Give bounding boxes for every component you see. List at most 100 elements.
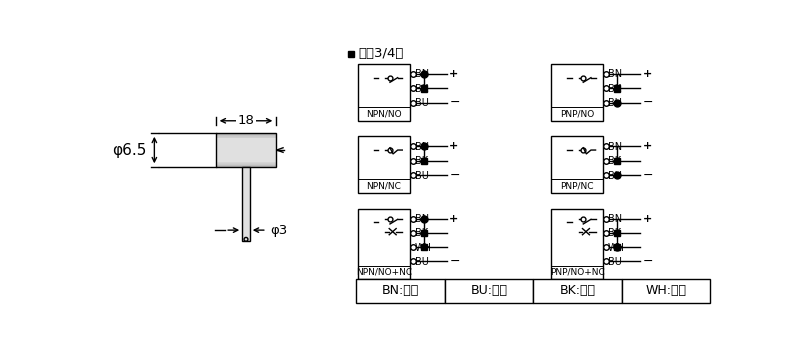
- Bar: [216, 141, 276, 142]
- Text: BU: BU: [608, 257, 622, 267]
- Text: −: −: [642, 96, 653, 109]
- Polygon shape: [558, 145, 566, 155]
- Text: WH: WH: [414, 243, 432, 253]
- Text: −: −: [450, 96, 460, 109]
- Polygon shape: [558, 73, 566, 83]
- Text: BU: BU: [414, 257, 429, 267]
- Bar: [216, 144, 276, 145]
- Text: BK:黑色: BK:黑色: [559, 284, 595, 297]
- Text: BU: BU: [414, 171, 429, 181]
- Bar: [216, 150, 276, 151]
- Text: BU:兰色: BU:兰色: [470, 284, 507, 297]
- Text: +: +: [642, 142, 652, 151]
- Bar: [534, 279, 622, 302]
- Bar: [216, 139, 276, 140]
- Text: +: +: [642, 69, 652, 79]
- Bar: [614, 158, 620, 164]
- Text: BK: BK: [608, 156, 621, 166]
- Text: φ3: φ3: [270, 224, 287, 237]
- Bar: [216, 154, 276, 155]
- Bar: [356, 279, 445, 302]
- Text: BK: BK: [608, 228, 621, 238]
- Bar: [216, 165, 276, 166]
- Bar: [445, 279, 534, 302]
- Text: 直涁3/4线: 直涁3/4线: [358, 47, 404, 60]
- Bar: [216, 157, 276, 158]
- Text: BN: BN: [414, 142, 429, 152]
- Bar: [551, 136, 603, 193]
- Bar: [216, 159, 276, 160]
- Text: PNP/NO+NC: PNP/NO+NC: [550, 268, 605, 277]
- Text: +: +: [450, 142, 458, 151]
- Bar: [216, 164, 276, 165]
- Bar: [216, 138, 276, 139]
- Text: +: +: [450, 69, 458, 79]
- Bar: [216, 152, 276, 153]
- Bar: [216, 163, 276, 164]
- Bar: [551, 64, 603, 121]
- Text: BU: BU: [414, 98, 429, 108]
- Bar: [622, 279, 710, 302]
- Bar: [421, 244, 427, 250]
- Text: BN: BN: [608, 142, 622, 152]
- Bar: [421, 230, 427, 236]
- Bar: [358, 64, 410, 121]
- Text: BN:棕色: BN:棕色: [382, 284, 419, 297]
- Polygon shape: [365, 145, 372, 155]
- Text: −: −: [450, 169, 460, 182]
- Bar: [216, 149, 276, 150]
- Bar: [216, 160, 276, 161]
- Bar: [216, 134, 276, 135]
- Text: BN: BN: [414, 214, 429, 224]
- Text: PNP/NC: PNP/NC: [560, 182, 594, 191]
- Bar: [242, 167, 250, 241]
- Bar: [216, 142, 276, 143]
- Bar: [216, 135, 276, 136]
- Polygon shape: [558, 218, 566, 227]
- Text: 18: 18: [238, 114, 254, 127]
- Text: −: −: [450, 255, 460, 268]
- Bar: [421, 86, 427, 92]
- Text: BU: BU: [608, 98, 622, 108]
- Bar: [216, 136, 276, 137]
- Bar: [216, 166, 276, 167]
- Polygon shape: [365, 73, 372, 83]
- Bar: [216, 156, 276, 157]
- Bar: [551, 208, 603, 279]
- Polygon shape: [365, 218, 372, 227]
- Bar: [216, 133, 276, 167]
- Bar: [216, 143, 276, 144]
- Text: NPN/NO+NC: NPN/NO+NC: [356, 268, 412, 277]
- Bar: [216, 148, 276, 149]
- Bar: [216, 162, 276, 163]
- Text: NPN/NO: NPN/NO: [366, 109, 402, 118]
- Text: BN: BN: [414, 69, 429, 80]
- Bar: [614, 244, 620, 250]
- Bar: [614, 230, 620, 236]
- Text: −: −: [642, 169, 653, 182]
- Text: BU: BU: [608, 171, 622, 181]
- Bar: [216, 133, 276, 134]
- Text: PNP/NO: PNP/NO: [560, 109, 594, 118]
- Text: +: +: [450, 214, 458, 224]
- Text: −: −: [642, 255, 653, 268]
- Text: WH: WH: [608, 243, 625, 253]
- Text: WH:白色: WH:白色: [646, 284, 686, 297]
- Text: BK: BK: [414, 156, 428, 166]
- Bar: [216, 145, 276, 146]
- Bar: [216, 151, 276, 152]
- Bar: [216, 146, 276, 147]
- Bar: [358, 136, 410, 193]
- Text: BN: BN: [608, 69, 622, 80]
- Bar: [216, 140, 276, 141]
- Bar: [358, 208, 410, 279]
- Bar: [216, 153, 276, 154]
- Text: BK: BK: [608, 84, 621, 94]
- Bar: [216, 137, 276, 138]
- Text: BK: BK: [414, 84, 428, 94]
- Bar: [614, 86, 620, 92]
- Bar: [216, 147, 276, 148]
- Bar: [216, 158, 276, 159]
- Bar: [216, 161, 276, 162]
- Text: φ6.5: φ6.5: [113, 143, 147, 158]
